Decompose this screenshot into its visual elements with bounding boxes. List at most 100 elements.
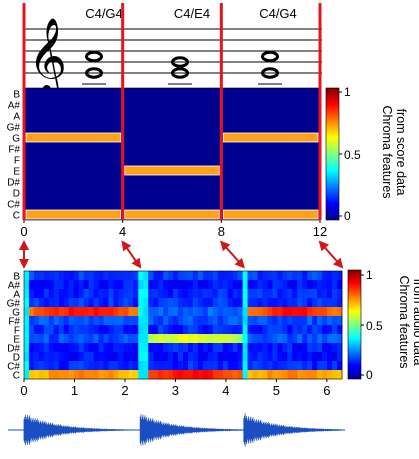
audio-cell [337, 307, 343, 317]
audio-cell [282, 352, 288, 362]
audio-cell [217, 352, 224, 362]
audio-cell [252, 325, 258, 335]
audio-cell [267, 307, 273, 317]
audio-cell [192, 361, 199, 371]
audio-cell [252, 280, 258, 290]
audio-cell [173, 289, 179, 299]
audio-cell [227, 343, 234, 353]
audio-cell [128, 370, 134, 380]
audio-cell [312, 370, 318, 380]
audio-cell [88, 352, 94, 362]
audio-cell [93, 325, 99, 335]
audio-cell [257, 316, 263, 326]
audio-cell [252, 307, 258, 317]
audio-cell [207, 298, 214, 308]
audio-cell [148, 271, 154, 281]
audio-cell [108, 361, 114, 371]
audio-cell [332, 361, 338, 371]
audio-cell [58, 316, 65, 326]
audio-cell [123, 289, 129, 299]
score-time-tick-0: 0 [20, 224, 27, 239]
audio-cell [237, 361, 244, 371]
audio-cell [197, 361, 204, 371]
audio-cell [202, 289, 209, 299]
audio-cell [103, 280, 109, 290]
audio-cell [327, 271, 333, 281]
audio-cell [148, 316, 154, 326]
audio-cell [217, 271, 224, 281]
audio-side-label-line1: Chroma features [397, 275, 411, 368]
audio-cell [217, 280, 224, 290]
audio-cell [272, 280, 278, 290]
audio-cell [202, 343, 209, 353]
audio-cell [168, 289, 174, 299]
audio-cell [48, 307, 55, 317]
audio-cell [277, 316, 283, 326]
audio-cell [43, 325, 50, 335]
audio-cell [217, 289, 224, 299]
audio-cell [232, 280, 239, 290]
audio-cell [187, 280, 194, 290]
audio-cell [282, 271, 288, 281]
audio-cell [292, 316, 298, 326]
audio-cell [158, 361, 164, 371]
audio-cell [118, 370, 124, 380]
audio-cell [302, 298, 308, 308]
audio-cell [327, 280, 333, 290]
audio-cell [322, 271, 328, 281]
audio-cell [292, 307, 298, 317]
audio-cell [337, 280, 343, 290]
audio-cell [287, 343, 293, 353]
audio-cell [83, 325, 89, 335]
audio-cell [148, 343, 154, 353]
audio-cell [163, 280, 169, 290]
audio-cell [317, 370, 323, 380]
score-pitch-label-F: F [14, 156, 20, 167]
audio-cell [317, 352, 323, 362]
audio-cell [287, 289, 293, 299]
audio-cell [227, 271, 234, 281]
audio-cell [138, 352, 144, 362]
audio-cell [103, 325, 109, 335]
audio-cell [118, 361, 124, 371]
audio-cell [118, 298, 124, 308]
audio-cell [153, 325, 159, 335]
audio-cell [272, 298, 278, 308]
audio-cell [118, 307, 124, 317]
audio-cell [53, 271, 60, 281]
audio-cell [212, 316, 219, 326]
audio-cell [202, 325, 209, 335]
audio-cell [38, 370, 45, 380]
audio-cell [322, 316, 328, 326]
audio-cell [33, 343, 40, 353]
audio-cell [247, 343, 253, 353]
audio-cell [98, 316, 104, 326]
audio-cell [113, 343, 119, 353]
audio-cell [103, 316, 109, 326]
audio-cell [272, 316, 278, 326]
audio-cell [183, 352, 189, 362]
audio-cell [33, 334, 40, 344]
audio-cell [237, 343, 244, 353]
audio-cell [173, 271, 179, 281]
audio-cell [138, 289, 144, 299]
audio-pitch-label-Dsharp: D# [7, 344, 20, 355]
audio-cell [292, 370, 298, 380]
audio-cell [262, 298, 268, 308]
chord-label-1: C4/G4 [85, 6, 123, 21]
audio-cell [262, 316, 268, 326]
audio-cell [227, 334, 234, 344]
audio-cell [63, 280, 70, 290]
audio-cell [192, 370, 199, 380]
audio-cell [257, 370, 263, 380]
audio-pitch-labels: BA#AG#GF#FED#DC#C [7, 272, 21, 382]
audio-time-axis: 0 1 2 3 4 5 6 [20, 379, 330, 398]
audio-cell [103, 370, 109, 380]
audio-cell [227, 298, 234, 308]
audio-cell [143, 370, 149, 380]
audio-cell [173, 298, 179, 308]
audio-cell [257, 334, 263, 344]
audio-cell [24, 325, 30, 335]
audio-cell [232, 298, 239, 308]
audio-cell [68, 289, 75, 299]
